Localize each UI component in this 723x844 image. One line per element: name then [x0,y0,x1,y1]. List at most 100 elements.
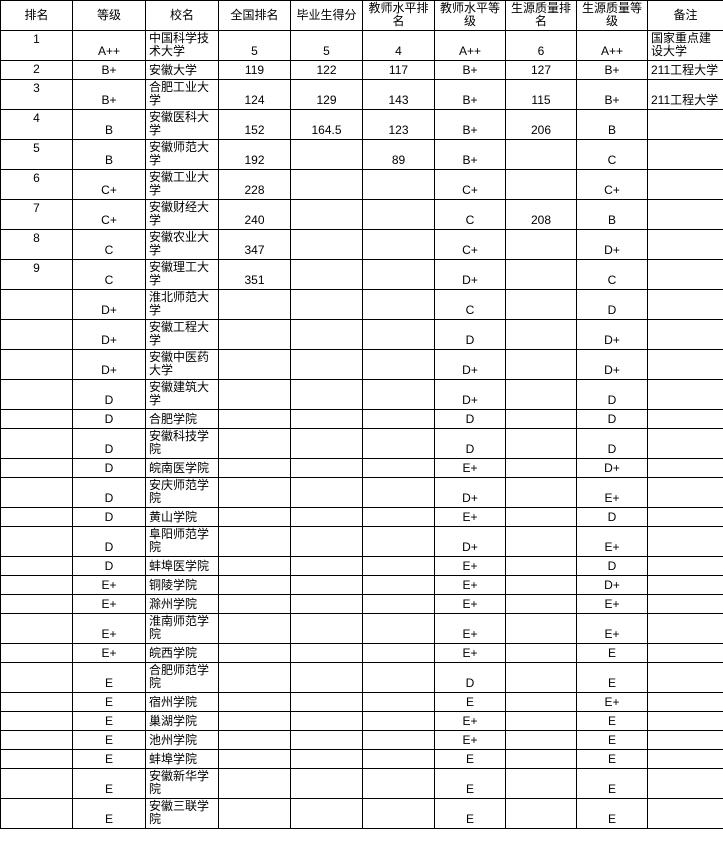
column-header-remark: 备注 [647,0,723,31]
cell-remark [647,477,723,508]
cell-remark [647,749,723,769]
cell-grade: C [72,259,146,290]
cell-source_quality_rank [505,409,577,429]
table-row: D 合肥学院 D D [0,409,723,429]
cell-grade: E [72,768,146,799]
cell-graduate_score [290,458,363,478]
cell-national_rank: 192 [218,139,291,170]
cell-rank: 9 [0,259,73,290]
cell-teacher_level_rank [362,289,435,320]
cell-grade: C [72,229,146,260]
column-header-grade: 等级 [72,0,146,31]
cell-source_quality_grade: E [576,711,648,731]
cell-teacher_level_rank [362,594,435,614]
cell-grade: C+ [72,199,146,230]
cell-source_quality_grade: E+ [576,594,648,614]
cell-school: 合肥学院 [145,409,219,429]
cell-rank: 4 [0,109,73,140]
cell-school: 淮南师范学院 [145,613,219,644]
table-row: D 安徽建筑大学 D+ D [0,379,723,410]
cell-school: 安徽医科大学 [145,109,219,140]
cell-graduate_score [290,199,363,230]
cell-school: 安徽大学 [145,60,219,80]
cell-remark [647,692,723,712]
table-row: 6 C+ 安徽工业大学 228 C+ C+ [0,169,723,200]
cell-source_quality_grade: E+ [576,477,648,508]
cell-grade: E [72,798,146,829]
cell-rank [0,662,73,693]
cell-source_quality_rank [505,643,577,663]
cell-graduate_score [290,749,363,769]
cell-source_quality_rank [505,749,577,769]
cell-national_rank [218,319,291,350]
cell-rank [0,711,73,731]
cell-national_rank [218,409,291,429]
cell-national_rank: 240 [218,199,291,230]
cell-school: 淮北师范大学 [145,289,219,320]
cell-teacher_level_grade: C [434,289,506,320]
cell-source_quality_grade: E [576,749,648,769]
cell-remark [647,768,723,799]
cell-remark [647,349,723,380]
column-header-rank: 排名 [0,0,73,31]
cell-national_rank [218,643,291,663]
cell-graduate_score [290,319,363,350]
cell-teacher_level_grade: D [434,662,506,693]
cell-teacher_level_rank [362,749,435,769]
cell-school: 安徽中医药大学 [145,349,219,380]
cell-school: 蚌埠医学院 [145,556,219,576]
cell-source_quality_grade: D+ [576,349,648,380]
table-row: E+ 淮南师范学院 E+ E+ [0,613,723,644]
cell-grade: E [72,749,146,769]
cell-remark [647,139,723,170]
cell-teacher_level_grade: E [434,692,506,712]
cell-teacher_level_grade: C+ [434,229,506,260]
cell-school: 安徽建筑大学 [145,379,219,410]
cell-school: 皖南医学院 [145,458,219,478]
cell-source_quality_rank [505,379,577,410]
cell-national_rank [218,730,291,750]
table-row: D+ 安徽中医药大学 D+ D+ [0,349,723,380]
cell-rank [0,556,73,576]
table-row: 9 C 安徽理工大学 351 D+ C [0,259,723,290]
cell-national_rank [218,594,291,614]
cell-source_quality_rank [505,458,577,478]
cell-source_quality_rank [505,556,577,576]
table-row: E 巢湖学院 E+ E [0,711,723,731]
cell-source_quality_grade: C [576,259,648,290]
cell-graduate_score [290,613,363,644]
cell-national_rank: 5 [218,30,291,61]
cell-grade: D [72,477,146,508]
cell-national_rank: 351 [218,259,291,290]
cell-teacher_level_grade: E+ [434,458,506,478]
cell-remark [647,594,723,614]
cell-grade: E+ [72,643,146,663]
cell-teacher_level_rank [362,458,435,478]
cell-school: 中国科学技术大学 [145,30,219,61]
cell-source_quality_grade: D+ [576,229,648,260]
column-header-school: 校名 [145,0,219,31]
cell-grade: D+ [72,349,146,380]
cell-remark [647,428,723,459]
cell-school: 铜陵学院 [145,575,219,595]
cell-rank [0,409,73,429]
cell-grade: A++ [72,30,146,61]
cell-source_quality_rank [505,139,577,170]
cell-grade: E+ [72,594,146,614]
cell-remark [647,409,723,429]
cell-source_quality_rank [505,259,577,290]
cell-source_quality_rank [505,692,577,712]
cell-national_rank [218,458,291,478]
cell-national_rank [218,428,291,459]
cell-teacher_level_grade: E+ [434,575,506,595]
cell-remark [647,730,723,750]
cell-grade: E [72,662,146,693]
cell-grade: D [72,507,146,527]
cell-teacher_level_grade: E+ [434,730,506,750]
cell-rank: 3 [0,79,73,110]
cell-remark [647,109,723,140]
cell-graduate_score [290,139,363,170]
table-row: 7 C+ 安徽财经大学 240 C 208 B [0,199,723,230]
cell-source_quality_grade: B+ [576,79,648,110]
